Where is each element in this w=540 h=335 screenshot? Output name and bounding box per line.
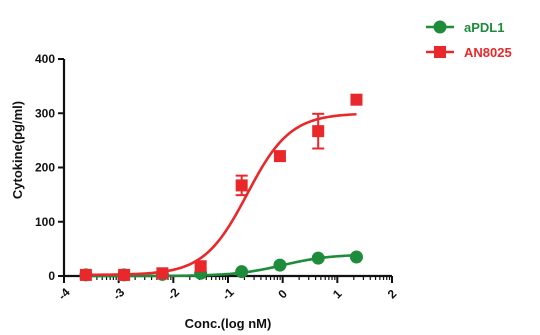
data-point-apdl1: [349, 250, 363, 264]
data-point-an8025: [235, 179, 248, 192]
x-tick-label: 2: [385, 286, 400, 301]
data-point-apdl1: [311, 251, 325, 265]
y-tick-label: 100: [35, 215, 55, 229]
data-point-an8025: [312, 125, 325, 138]
x-tick-label: -2: [165, 285, 183, 303]
data-point-an8025: [273, 150, 286, 163]
fit-curve-apdl1: [85, 253, 357, 278]
x-tick-label: 1: [330, 286, 345, 301]
fit-curves: [85, 112, 357, 278]
data-point-an8025: [118, 268, 131, 281]
legend-marker-square: [434, 46, 446, 58]
data-point-an8025: [156, 267, 169, 280]
legend: aPDL1 AN8025: [426, 20, 512, 60]
x-tick-label: -3: [110, 285, 128, 303]
y-tick-label: 0: [48, 269, 55, 283]
y-tick-label: 300: [35, 106, 55, 120]
legend-label: AN8025: [464, 45, 512, 60]
y-axis-title: Cytokine(pg/ml): [10, 101, 25, 199]
x-axis-title: Conc.(log nM): [185, 316, 272, 331]
data-point-apdl1: [235, 265, 249, 279]
y-tick-label: 200: [35, 161, 55, 175]
fit-curve-an8025: [85, 112, 357, 277]
legend-label: aPDL1: [464, 20, 504, 35]
x-tick-label: -4: [55, 285, 73, 303]
y-ticks: 0 100 200 300 400: [35, 52, 64, 283]
data-point-apdl1: [273, 258, 287, 272]
x-tick-label: 0: [275, 286, 290, 301]
data-point-an8025: [194, 260, 207, 273]
x-tick-label: -1: [219, 285, 237, 303]
data-point-an8025: [350, 93, 363, 106]
data-point-an8025: [79, 268, 92, 281]
data-markers: [79, 93, 363, 282]
y-tick-label: 400: [35, 52, 55, 66]
x-ticks: -4 -3 -2 -1 0 1 2: [55, 276, 400, 303]
legend-marker-circle: [433, 20, 447, 34]
